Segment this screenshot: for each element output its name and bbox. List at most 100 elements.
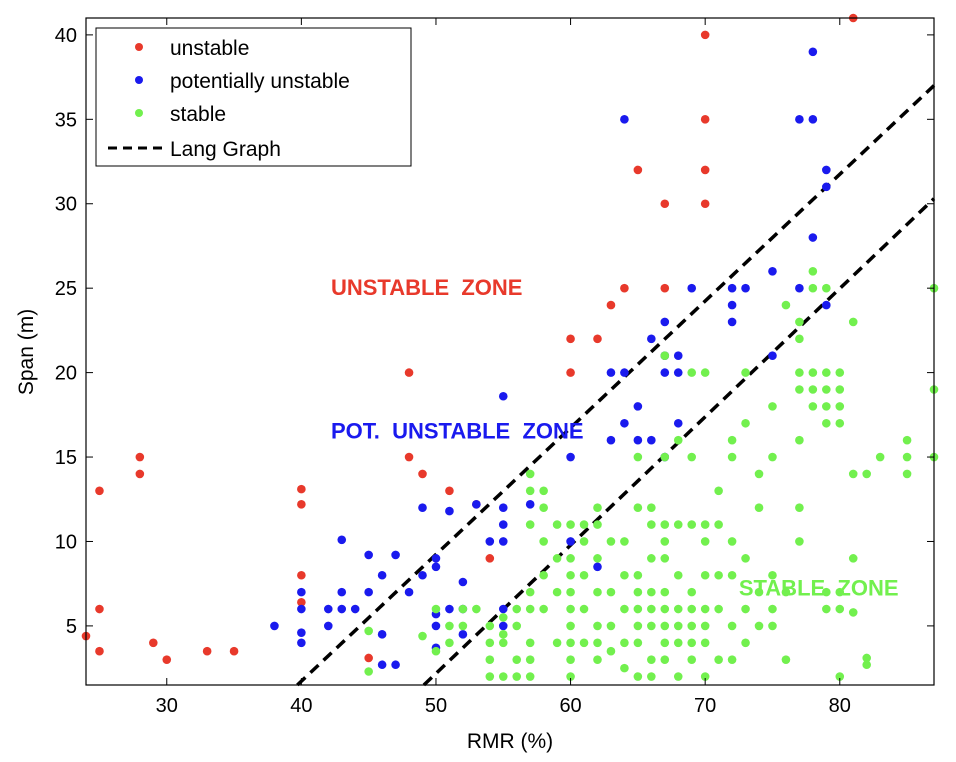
point-stable (647, 520, 656, 529)
point-stable (660, 621, 670, 631)
point-stable (593, 621, 602, 631)
point-stable (606, 587, 616, 597)
point-stable (660, 604, 670, 614)
point-potentially-unstable (808, 115, 818, 124)
point-stable (566, 621, 575, 631)
point-stable (512, 621, 522, 631)
point-stable (525, 638, 535, 648)
y-tick-label: 30 (55, 194, 77, 216)
point-stable (687, 655, 697, 664)
point-potentially-unstable (431, 621, 441, 631)
point-stable (647, 554, 656, 563)
point-stable (862, 660, 871, 670)
point-stable (714, 655, 723, 664)
point-stable (498, 630, 508, 639)
point-potentially-unstable (391, 550, 400, 560)
point-stable (862, 653, 871, 663)
point-stable (795, 385, 804, 394)
point-stable (485, 621, 495, 631)
point-stable (700, 604, 710, 614)
y-tick-label: 5 (66, 616, 77, 638)
point-potentially-unstable (337, 535, 347, 545)
legend-marker-stable (135, 109, 143, 117)
point-stable (606, 621, 616, 631)
point-stable (498, 638, 508, 648)
point-potentially-unstable (377, 630, 387, 639)
point-unstable (297, 570, 306, 580)
point-potentially-unstable (391, 660, 400, 670)
point-stable (822, 587, 831, 597)
point-stable (579, 537, 589, 546)
point-stable (822, 385, 831, 394)
point-unstable (700, 199, 710, 209)
point-stable (902, 435, 912, 445)
point-stable (539, 503, 548, 512)
point-stable (647, 621, 656, 631)
point-stable (485, 655, 495, 664)
point-stable (714, 486, 723, 496)
point-stable (606, 537, 616, 546)
point-stable (795, 368, 804, 377)
y-axis-label: Span (m) (15, 309, 38, 395)
point-stable (364, 667, 373, 676)
point-stable (781, 655, 791, 664)
point-potentially-unstable (633, 402, 643, 411)
point-unstable (162, 655, 172, 664)
point-potentially-unstable (445, 604, 454, 614)
point-potentially-unstable (795, 115, 804, 124)
point-stable (633, 672, 643, 681)
point-stable (741, 418, 750, 428)
point-stable (552, 587, 562, 597)
point-stable (633, 604, 643, 614)
point-stable (418, 631, 427, 641)
point-stable (741, 638, 750, 648)
point-stable (673, 672, 683, 681)
point-stable (498, 613, 508, 622)
point-stable (754, 503, 764, 512)
point-stable (566, 672, 575, 681)
point-stable (673, 520, 683, 529)
point-potentially-unstable (727, 300, 737, 310)
point-stable (593, 587, 602, 597)
point-unstable (202, 646, 212, 656)
point-stable (525, 655, 535, 664)
x-tick-label: 80 (829, 695, 851, 717)
legend-label-potentially-unstable: potentially unstable (170, 70, 350, 93)
point-stable (673, 638, 683, 648)
point-stable (822, 604, 831, 614)
point-stable (431, 604, 441, 614)
point-unstable (445, 486, 454, 496)
point-stable (593, 554, 602, 563)
point-stable (754, 587, 764, 597)
point-potentially-unstable (485, 537, 495, 546)
point-stable (539, 570, 548, 580)
annotation-unstable-zone: UNSTABLE ZONE (331, 275, 522, 300)
point-stable (660, 452, 670, 462)
legend-label-unstable: unstable (170, 37, 249, 60)
point-unstable (135, 452, 145, 462)
point-potentially-unstable (418, 503, 427, 512)
axis-ticks: 30 40 50 60 70 80 5 10 15 20 25 30 35 40 (55, 18, 934, 717)
point-stable (566, 570, 575, 580)
point-stable (620, 604, 629, 614)
point-unstable (633, 165, 643, 175)
point-stable (808, 283, 818, 293)
point-stable (741, 604, 750, 614)
point-stable (768, 604, 777, 614)
point-stable (525, 520, 535, 529)
point-stable (795, 334, 804, 344)
point-stable (647, 655, 656, 664)
point-stable (727, 435, 737, 445)
point-unstable (297, 484, 306, 494)
point-unstable (660, 283, 670, 293)
point-potentially-unstable (431, 562, 441, 572)
point-stable (795, 537, 804, 546)
point-stable (525, 469, 535, 479)
point-stable (727, 655, 737, 664)
point-stable (620, 537, 629, 546)
point-potentially-unstable (377, 660, 387, 670)
point-potentially-unstable (472, 500, 481, 509)
x-tick-label: 70 (694, 695, 716, 717)
point-potentially-unstable (404, 587, 414, 597)
